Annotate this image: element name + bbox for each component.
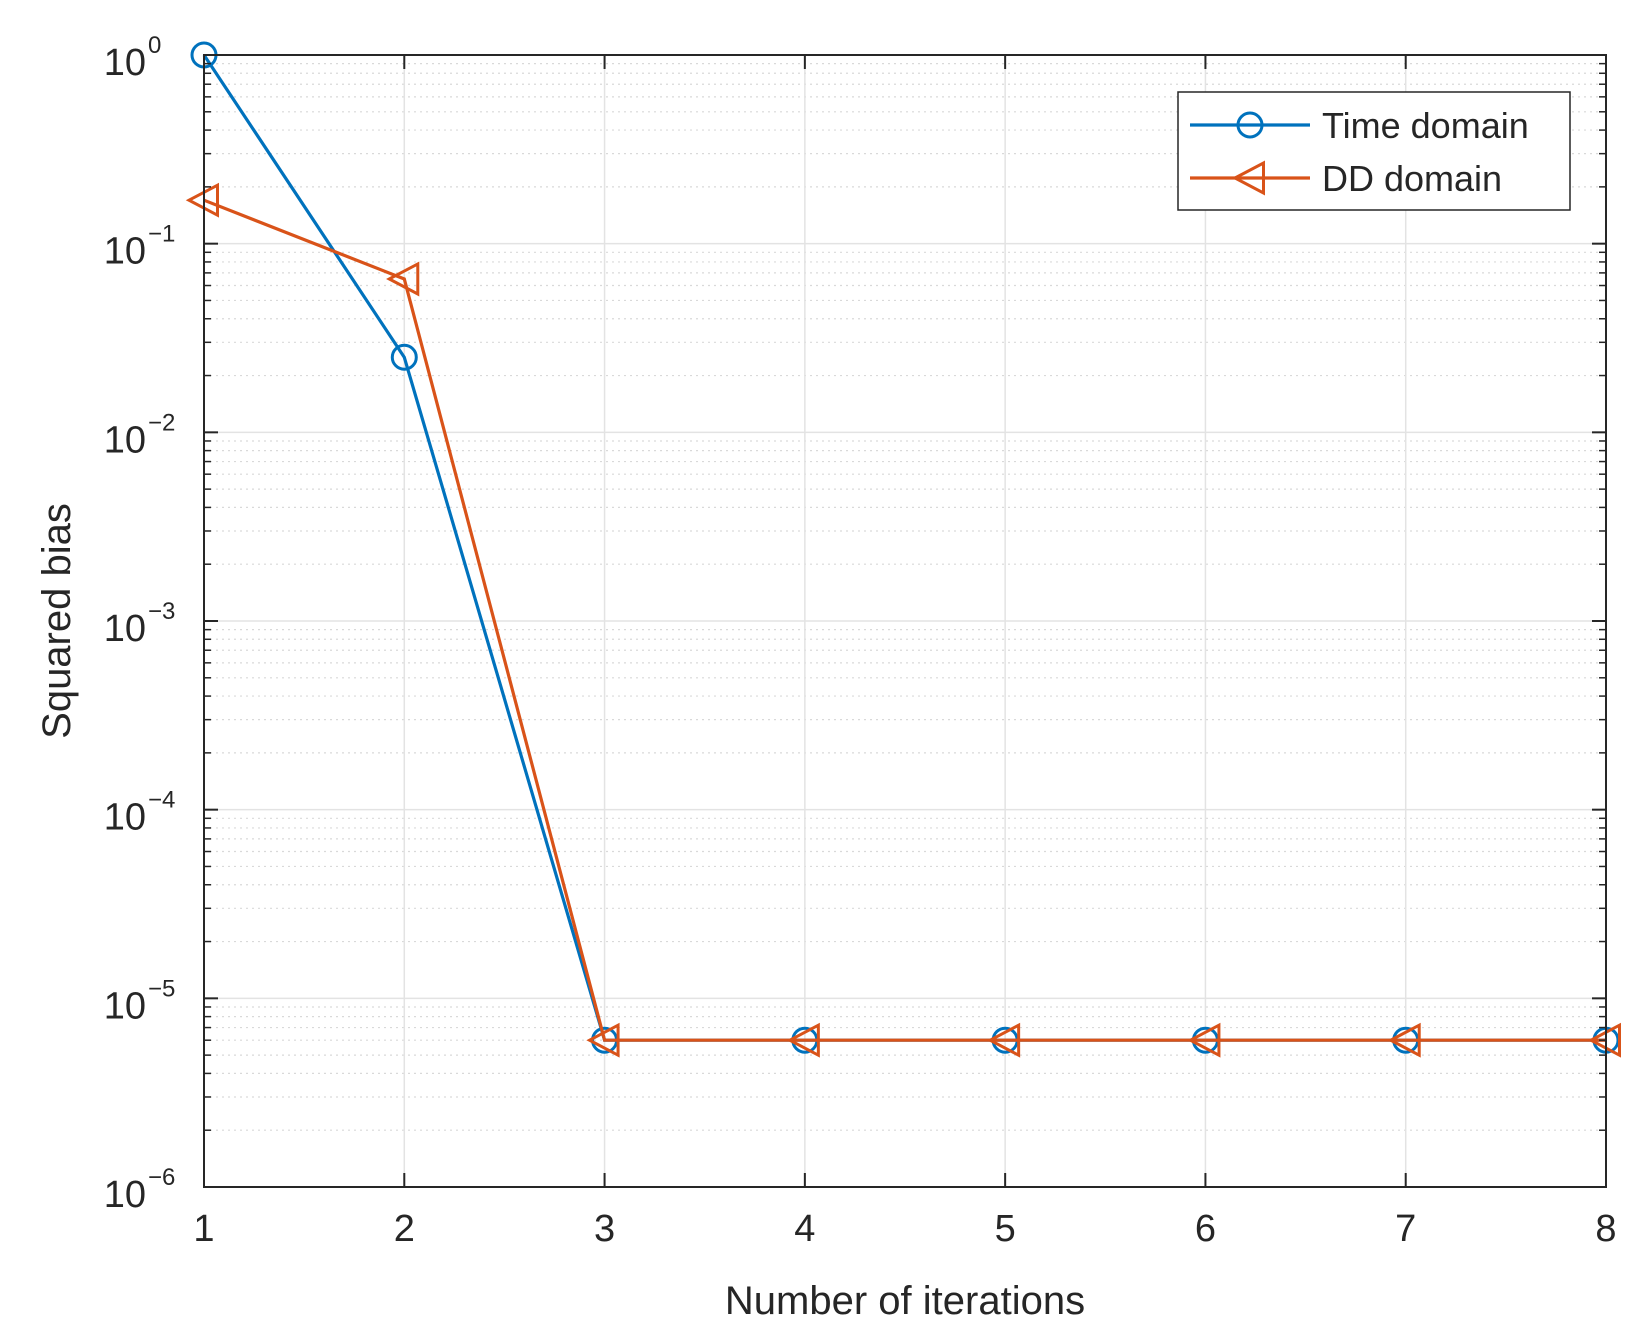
y-tick-label: 10 −4 [104,787,176,839]
y-tick-base: 10 [104,419,146,461]
legend-item: Time domain [1190,105,1529,146]
point-marker [1231,160,1265,196]
x-tick-label: 5 [995,1208,1016,1250]
y-tick-exponent: −3 [148,598,175,625]
y-tick-base: 10 [104,608,146,650]
legend: Time domain DD domain [1177,91,1571,211]
y-tick-label: 10 −3 [104,598,176,650]
y-axis-title: Squared bias [35,503,79,739]
y-tick-base: 10 [104,797,146,839]
x-axis-title: Number of iterations [725,1279,1085,1323]
point-marker [786,1022,820,1058]
point-marker [1387,1022,1421,1058]
x-tick-label: 1 [193,1208,214,1250]
y-tick-base: 10 [104,985,146,1027]
x-tick-label: 7 [1395,1208,1416,1250]
x-tick-label: 3 [594,1208,615,1250]
x-tick-label: 8 [1595,1208,1616,1250]
legend-item: DD domain [1190,158,1502,199]
point-marker [986,1022,1021,1058]
series-line [203,198,1606,1042]
y-tick-label: 10 −1 [104,221,176,273]
point-marker [1187,1022,1221,1058]
y-tick-exponent: −6 [148,1164,175,1191]
y-tick-base: 10 [104,42,146,84]
y-tick-exponent: −5 [148,975,175,1002]
x-tick-label: 2 [394,1208,415,1250]
point-marker [586,1022,620,1058]
y-tick-exponent: 0 [148,32,161,59]
ticks [203,54,1607,1188]
legend-box [1177,91,1571,211]
y-tick-label: 10 −5 [104,975,176,1027]
y-tick-label: 10 −2 [104,409,176,461]
legend-label: Time domain [1322,105,1529,146]
x-tick-label: 6 [1195,1208,1216,1250]
x-tick-labels: 1 2 3 4 5 6 7 8 [193,1208,1616,1250]
y-tick-base: 10 [104,1174,146,1216]
y-tick-label: 10 −6 [104,1164,176,1216]
y-tick-base: 10 [104,231,146,273]
y-tick-exponent: −4 [148,787,175,814]
legend-label: DD domain [1322,158,1502,199]
point-marker [390,343,418,371]
y-tick-label: 10 0 [104,32,162,84]
y-tick-exponent: −1 [148,221,175,248]
y-tick-exponent: −2 [148,409,175,436]
point-marker [1236,111,1264,139]
x-tick-label: 4 [794,1208,815,1250]
point-marker [386,261,420,297]
